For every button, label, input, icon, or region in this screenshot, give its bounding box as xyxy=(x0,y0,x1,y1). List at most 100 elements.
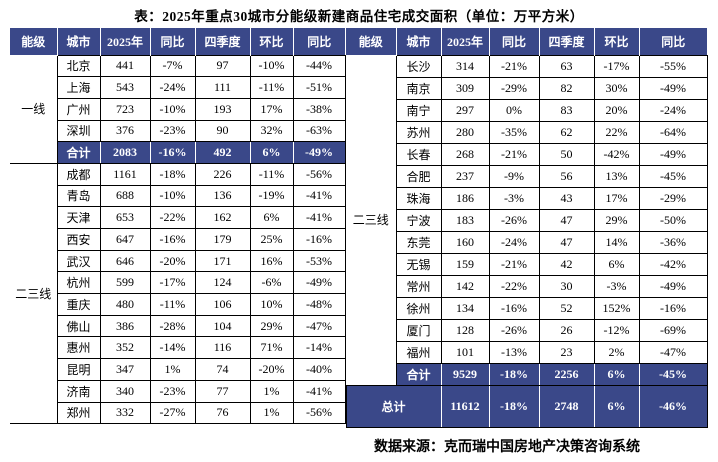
total-row: 合计 9529 -18% 2256 6% -45% xyxy=(346,362,708,386)
city-cell: 常州 xyxy=(395,274,442,298)
column-header: 同比 xyxy=(488,28,539,55)
value-cell: -56% xyxy=(292,162,346,186)
grand-total-value-cell: 2748 xyxy=(538,384,595,428)
value-cell: 647 xyxy=(99,228,151,251)
value-cell: 17% xyxy=(249,97,294,121)
header-row: 能级 城市 2025年 同比 四季度 环比 同比 xyxy=(346,28,707,55)
total-value-cell: 9529 xyxy=(440,362,490,386)
table-row: 深圳 376 -23% 90 32% -63% xyxy=(10,119,346,143)
value-cell: -3% xyxy=(593,274,640,298)
value-cell: 688 xyxy=(99,184,151,208)
total-value-cell: 492 xyxy=(194,141,251,164)
grand-total-value-cell: 6% xyxy=(593,384,640,428)
city-cell: 苏州 xyxy=(395,120,442,144)
value-cell: 268 xyxy=(440,142,490,166)
city-cell: 杭州 xyxy=(56,271,101,295)
column-header: 同比 xyxy=(292,28,345,55)
column-header: 四季度 xyxy=(194,28,250,55)
table-row: 佛山 386 -28% 104 29% -47% xyxy=(10,314,346,338)
value-cell: -3% xyxy=(488,186,540,210)
city-cell: 北京 xyxy=(56,54,101,78)
value-cell: -21% xyxy=(488,54,540,78)
column-header: 环比 xyxy=(593,28,639,55)
table-row: 济南 340 -23% 77 1% -41% xyxy=(10,379,346,403)
value-cell: -16% xyxy=(638,296,708,320)
value-cell: -26% xyxy=(488,318,540,342)
table-row: 南宁 297 0% 83 20% -24% xyxy=(346,98,708,122)
value-cell: 128 xyxy=(440,318,490,342)
value-cell: -26% xyxy=(488,208,540,232)
total-label-cell: 合计 xyxy=(56,141,101,164)
total-value-cell: 2256 xyxy=(538,362,595,386)
city-cell: 天津 xyxy=(56,206,101,229)
value-cell: 104 xyxy=(194,314,251,338)
total-value-cell: -18% xyxy=(488,362,540,386)
value-cell: 101 xyxy=(440,340,490,364)
total-value-cell: -16% xyxy=(149,141,196,164)
grand-total-value-cell: -18% xyxy=(488,384,540,428)
value-cell: -6% xyxy=(249,271,294,295)
value-cell: -17% xyxy=(593,54,640,78)
value-cell: 2% xyxy=(593,340,640,364)
table-row: 昆明 347 1% 74 -20% -40% xyxy=(10,358,346,381)
value-cell: 340 xyxy=(99,379,151,403)
table-row: 珠海 186 -3% 43 17% -29% xyxy=(346,186,708,210)
value-cell: -56% xyxy=(292,401,346,425)
table-row: 东莞 160 -24% 47 14% -36% xyxy=(346,230,708,254)
value-cell: 62 xyxy=(538,120,595,144)
value-cell: 32% xyxy=(249,119,294,143)
value-cell: 309 xyxy=(440,76,490,100)
table-row: 郑州 332 -27% 76 1% -56% xyxy=(10,401,346,425)
value-cell: 47 xyxy=(538,230,595,254)
value-cell: 480 xyxy=(99,293,151,316)
value-cell: 1% xyxy=(149,358,196,381)
table-row: 无锡 159 -21% 42 6% -42% xyxy=(346,252,708,276)
tier-cell: 一线 xyxy=(10,55,58,164)
table-row: 苏州 280 -35% 62 22% -64% xyxy=(346,120,708,144)
value-cell: 134 xyxy=(440,296,490,320)
value-cell: 1161 xyxy=(99,162,151,186)
city-cell: 徐州 xyxy=(395,296,442,320)
value-cell: 599 xyxy=(99,271,151,295)
city-cell: 深圳 xyxy=(56,119,101,143)
city-cell: 广州 xyxy=(56,97,101,121)
table-row: 惠州 352 -14% 116 71% -14% xyxy=(10,336,346,360)
value-cell: 386 xyxy=(99,314,151,338)
value-cell: 16% xyxy=(249,249,294,273)
value-cell: 0% xyxy=(488,98,540,122)
value-cell: 23 xyxy=(538,340,595,364)
tier-cell: 二三线 xyxy=(346,55,397,386)
value-cell: -20% xyxy=(249,358,294,381)
table-row: 长春 268 -21% 50 -42% -49% xyxy=(346,142,708,166)
value-cell: 82 xyxy=(538,76,595,100)
value-cell: 29% xyxy=(249,314,294,338)
value-cell: 26 xyxy=(538,318,595,342)
column-header: 城市 xyxy=(56,28,100,55)
value-cell: 43 xyxy=(538,186,595,210)
value-cell: 152% xyxy=(593,296,640,320)
city-cell: 福州 xyxy=(395,340,442,364)
value-cell: 6% xyxy=(249,206,294,229)
city-cell: 无锡 xyxy=(395,252,442,276)
value-cell: 376 xyxy=(99,119,151,143)
table-row: 武汉 646 -20% 171 16% -53% xyxy=(10,249,346,273)
value-cell: -28% xyxy=(149,314,196,338)
value-cell: 22% xyxy=(593,120,640,144)
total-value-cell: 6% xyxy=(593,362,640,386)
value-cell: -23% xyxy=(149,119,196,143)
value-cell: -13% xyxy=(488,340,540,364)
value-cell: 347 xyxy=(99,358,151,381)
city-cell: 南京 xyxy=(395,76,442,100)
value-cell: -16% xyxy=(292,228,346,251)
value-cell: -23% xyxy=(149,379,196,403)
value-cell: 171 xyxy=(194,249,251,273)
table-row: 广州 723 -10% 193 17% -38% xyxy=(10,97,346,121)
value-cell: -12% xyxy=(593,318,640,342)
value-cell: 116 xyxy=(194,336,251,360)
value-cell: 186 xyxy=(440,186,490,210)
column-header: 城市 xyxy=(395,28,441,55)
value-cell: -41% xyxy=(292,184,346,208)
value-cell: 29% xyxy=(593,208,640,232)
value-cell: 352 xyxy=(99,336,151,360)
city-cell: 合肥 xyxy=(395,164,442,188)
